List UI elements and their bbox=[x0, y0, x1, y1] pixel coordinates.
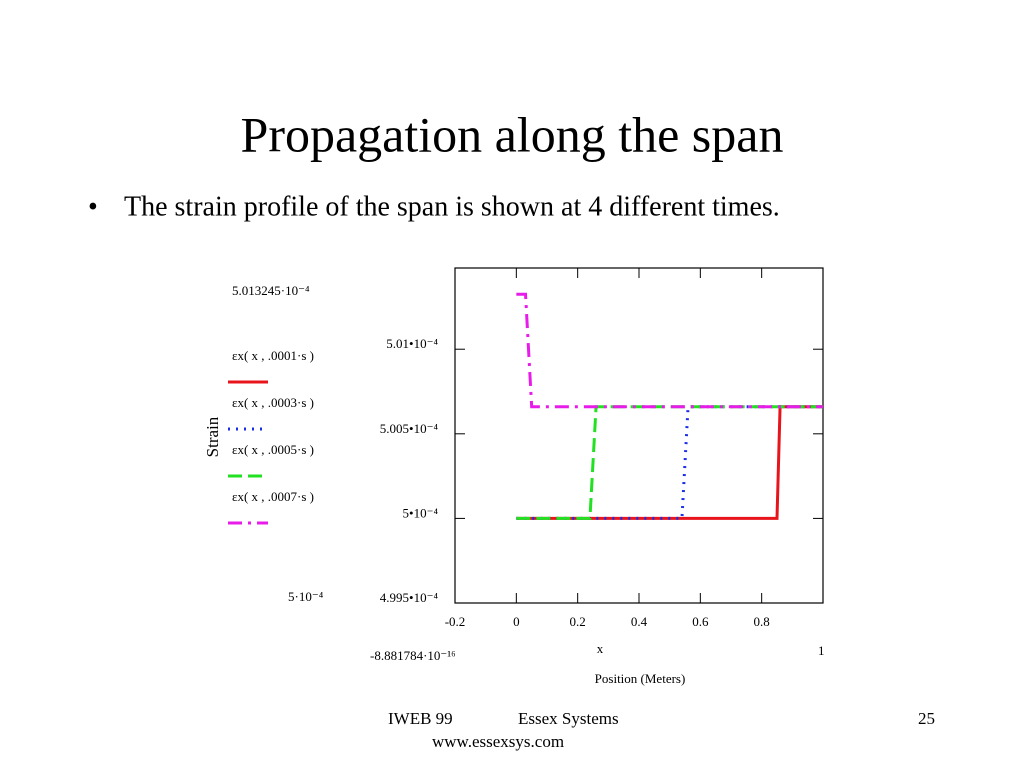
x-tick-label: 0 bbox=[513, 614, 520, 629]
plot-frame bbox=[454, 267, 824, 604]
series-line bbox=[516, 405, 823, 520]
legend-label: εx( x , .0001·s ) bbox=[232, 348, 314, 363]
legend-label: εx( x , .0005·s ) bbox=[232, 442, 314, 457]
y-tick-label: 4.995•10⁻⁴ bbox=[380, 590, 439, 605]
x-tick-label: -0.2 bbox=[445, 614, 466, 629]
y-axis-label: Strain bbox=[203, 416, 222, 457]
x-tick-label: 0.8 bbox=[754, 614, 770, 629]
y-max-label: 5.013245·10⁻⁴ bbox=[232, 283, 310, 298]
legend-label: εx( x , .0007·s ) bbox=[232, 489, 314, 504]
legend-label: εx( x , .0003·s ) bbox=[232, 395, 314, 410]
x-tick-label: 0.4 bbox=[631, 614, 648, 629]
y-tick-label: 5.005•10⁻⁴ bbox=[380, 421, 439, 436]
footer-center: Essex Systems bbox=[518, 709, 619, 728]
series-line bbox=[516, 292, 823, 409]
footer-url: www.essexsys.com bbox=[432, 732, 564, 751]
x-min-label: -8.881784·10⁻¹⁶ bbox=[370, 648, 456, 663]
bullet-dot: • bbox=[88, 191, 98, 222]
footer-left: IWEB 99 bbox=[388, 709, 453, 728]
y-tick-label: 5•10⁻⁴ bbox=[403, 505, 439, 520]
x-max-label: 1 bbox=[818, 643, 825, 658]
x-tick-label: 0.2 bbox=[570, 614, 586, 629]
y-tick-label: 5.01•10⁻⁴ bbox=[386, 336, 438, 351]
series-line bbox=[516, 405, 823, 520]
bullet-text: The strain profile of the span is shown … bbox=[124, 191, 780, 222]
x-variable: x bbox=[597, 641, 604, 656]
x-axis-label: Position (Meters) bbox=[595, 671, 686, 686]
slide-title: Propagation along the span bbox=[241, 106, 784, 162]
y-min-label: 5·10⁻⁴ bbox=[288, 589, 324, 604]
x-tick-label: 0.6 bbox=[692, 614, 709, 629]
footer-page: 25 bbox=[918, 709, 935, 728]
